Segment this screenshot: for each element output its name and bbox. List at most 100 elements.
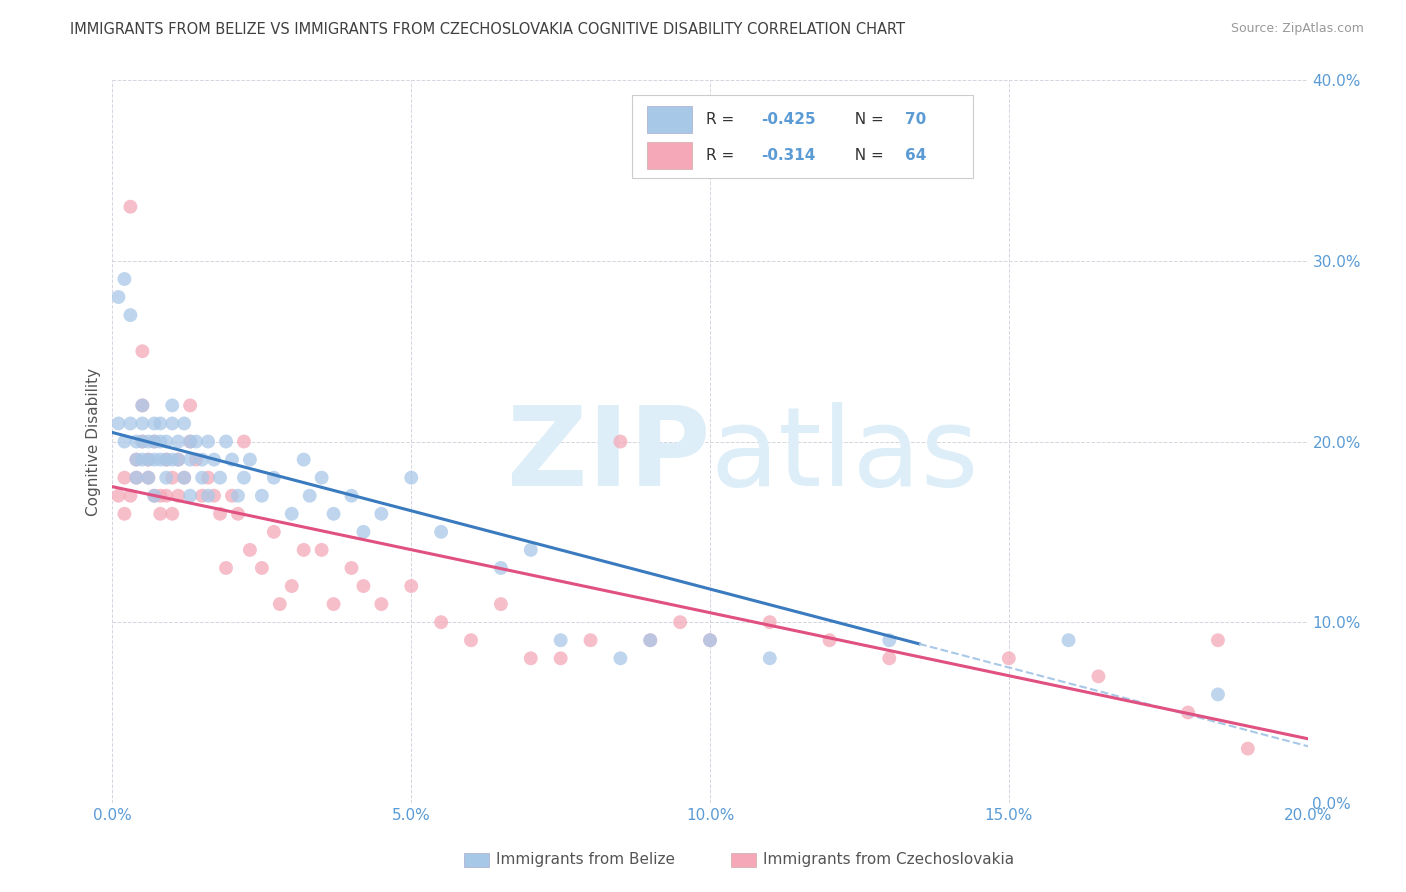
- Point: [322, 507, 344, 521]
- Point: [155, 471, 177, 485]
- Point: [131, 417, 153, 431]
- Text: Immigrants from Belize: Immigrants from Belize: [496, 853, 675, 867]
- Text: R =: R =: [706, 112, 740, 127]
- Point: [143, 434, 166, 449]
- Y-axis label: Cognitive Disability: Cognitive Disability: [86, 368, 101, 516]
- Point: [197, 471, 219, 485]
- Point: [370, 507, 392, 521]
- Text: -0.314: -0.314: [762, 148, 815, 163]
- Point: [298, 489, 321, 503]
- Point: [155, 434, 177, 449]
- Point: [143, 417, 166, 431]
- Point: [263, 471, 285, 485]
- Point: [197, 434, 219, 449]
- Point: [149, 452, 172, 467]
- Text: IMMIGRANTS FROM BELIZE VS IMMIGRANTS FROM CZECHOSLOVAKIA COGNITIVE DISABILITY CO: IMMIGRANTS FROM BELIZE VS IMMIGRANTS FRO…: [70, 22, 905, 37]
- Point: [430, 615, 453, 630]
- Point: [699, 633, 721, 648]
- Point: [155, 489, 177, 503]
- Point: [818, 633, 841, 648]
- Point: [131, 398, 153, 412]
- Point: [131, 344, 153, 359]
- Point: [1087, 669, 1109, 683]
- Point: [167, 452, 190, 467]
- Point: [699, 633, 721, 648]
- Point: [131, 398, 153, 412]
- Point: [162, 471, 183, 485]
- Point: [138, 471, 160, 485]
- Point: [155, 452, 177, 467]
- Point: [209, 471, 232, 485]
- Point: [125, 452, 148, 467]
- Point: [281, 579, 304, 593]
- FancyBboxPatch shape: [647, 105, 692, 133]
- Point: [340, 489, 363, 503]
- Point: [114, 272, 135, 286]
- Point: [138, 452, 160, 467]
- Point: [125, 434, 148, 449]
- Point: [186, 434, 208, 449]
- Point: [879, 651, 901, 665]
- Point: [221, 489, 243, 503]
- Point: [998, 651, 1021, 665]
- Point: [191, 489, 214, 503]
- Point: [167, 452, 190, 467]
- Point: [281, 507, 304, 521]
- Text: R =: R =: [706, 148, 740, 163]
- Point: [292, 452, 315, 467]
- Point: [107, 417, 129, 431]
- Point: [138, 471, 160, 485]
- Text: 64: 64: [905, 148, 927, 163]
- Point: [250, 561, 273, 575]
- Point: [1057, 633, 1080, 648]
- Point: [125, 471, 148, 485]
- Text: atlas: atlas: [710, 402, 979, 509]
- Text: -0.425: -0.425: [762, 112, 815, 127]
- Point: [1206, 633, 1229, 648]
- Text: Immigrants from Czechoslovakia: Immigrants from Czechoslovakia: [763, 853, 1015, 867]
- Point: [250, 489, 273, 503]
- Point: [1206, 687, 1229, 701]
- Point: [640, 633, 662, 648]
- Point: [209, 507, 232, 521]
- Point: [143, 489, 166, 503]
- Point: [114, 507, 135, 521]
- Point: [107, 489, 129, 503]
- Point: [114, 471, 135, 485]
- Point: [226, 489, 249, 503]
- Text: 70: 70: [905, 112, 927, 127]
- Point: [489, 597, 512, 611]
- Point: [226, 507, 249, 521]
- Point: [162, 398, 183, 412]
- Point: [179, 434, 201, 449]
- Point: [1177, 706, 1199, 720]
- Point: [239, 542, 262, 557]
- Point: [186, 452, 208, 467]
- Point: [353, 524, 375, 539]
- Point: [138, 452, 160, 467]
- Point: [879, 633, 901, 648]
- Point: [311, 542, 333, 557]
- Point: [215, 561, 238, 575]
- Point: [125, 471, 148, 485]
- FancyBboxPatch shape: [647, 142, 692, 169]
- Point: [149, 417, 172, 431]
- Point: [353, 579, 375, 593]
- Point: [120, 489, 142, 503]
- Point: [609, 434, 631, 449]
- Point: [131, 452, 153, 467]
- Text: N =: N =: [845, 148, 889, 163]
- Point: [138, 434, 160, 449]
- Point: [292, 542, 315, 557]
- Point: [173, 471, 195, 485]
- Point: [107, 290, 129, 304]
- Point: [311, 471, 333, 485]
- Point: [120, 308, 142, 322]
- Point: [215, 434, 238, 449]
- Point: [759, 615, 782, 630]
- Point: [143, 434, 166, 449]
- Point: [191, 452, 214, 467]
- Point: [520, 651, 543, 665]
- Point: [322, 597, 344, 611]
- Point: [1237, 741, 1260, 756]
